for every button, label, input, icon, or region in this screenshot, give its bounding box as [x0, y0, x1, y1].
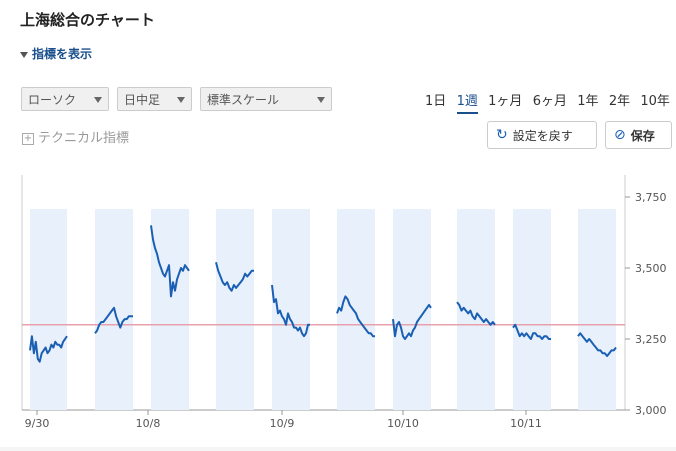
price-series-line	[336, 295, 375, 338]
scale-select[interactable]: 標準スケール	[200, 87, 332, 111]
price-series-line	[512, 323, 551, 340]
refresh-icon: ↻	[496, 127, 508, 143]
save-label: 保存	[630, 128, 655, 143]
plus-box-icon: +	[22, 133, 34, 145]
period-tab-4[interactable]: 1年	[577, 94, 599, 109]
paperclip-icon: ⊘	[614, 127, 626, 143]
price-chart-svg: 3,000 3,250 3,500 3,750 9/30 10/8 10/9 10/10 10/…	[21, 175, 667, 430]
reset-settings-label: 設定を戻す	[512, 128, 573, 143]
dropdown-arrow-icon	[317, 97, 325, 103]
period-tabs: 1日 1週 1ヶ月 6ヶ月 1年 2年 10年	[425, 90, 670, 114]
period-tab-6[interactable]: 10年	[640, 94, 670, 109]
show-indicators-label: 指標を表示	[32, 47, 93, 61]
session-band	[578, 209, 616, 410]
interval-select[interactable]: 日中足	[117, 87, 192, 111]
dropdown-arrow-icon	[94, 97, 102, 103]
y-tick-label: 3,750	[635, 191, 667, 204]
technical-indicator-label: テクニカル指標	[38, 131, 130, 146]
y-tick-label: 3,000	[635, 404, 667, 417]
session-band	[216, 209, 254, 410]
price-series-line	[29, 335, 68, 363]
y-tick-label: 3,500	[635, 262, 667, 275]
period-tab-3[interactable]: 6ヶ月	[532, 94, 567, 109]
session-band	[151, 209, 189, 410]
save-button[interactable]: ⊘ 保存	[605, 121, 672, 149]
price-series-line	[94, 306, 133, 334]
x-tick-label: 10/9	[270, 417, 295, 430]
session-band	[30, 209, 67, 410]
price-series-line	[392, 303, 432, 340]
x-tick-label: 10/8	[136, 417, 161, 430]
page-title: 上海総合のチャート	[20, 11, 155, 29]
technical-indicator-toggle[interactable]: + テクニカル指標	[22, 127, 129, 146]
x-tick-label: 9/30	[25, 417, 50, 430]
scale-value: 標準スケール	[207, 93, 280, 107]
reset-settings-button[interactable]: ↻ 設定を戻す	[487, 121, 597, 149]
session-band	[337, 209, 375, 410]
chart-type-value: ローソク	[28, 93, 77, 107]
period-tab-0[interactable]: 1日	[425, 94, 447, 109]
price-series-line	[271, 284, 310, 338]
triangle-down-icon	[20, 51, 28, 58]
period-tab-2[interactable]: 1ヶ月	[488, 94, 523, 109]
x-tick-label: 10/10	[387, 417, 419, 430]
price-series-line	[456, 301, 496, 326]
price-chart: 3,000 3,250 3,500 3,750 9/30 10/8 10/9 10/10 10/…	[0, 175, 676, 447]
period-tab-5[interactable]: 2年	[608, 94, 631, 109]
price-series-line	[150, 225, 190, 298]
price-series-line	[577, 332, 617, 357]
dropdown-arrow-icon	[177, 97, 185, 103]
chart-type-select[interactable]: ローソク	[21, 87, 109, 111]
interval-value: 日中足	[124, 93, 161, 107]
price-series-line	[215, 262, 254, 292]
period-tab-1[interactable]: 1週	[456, 90, 478, 114]
session-band	[513, 209, 551, 410]
y-tick-label: 3,250	[635, 333, 667, 346]
x-tick-label: 10/11	[510, 417, 542, 430]
show-indicators-toggle[interactable]: 指標を表示	[20, 45, 92, 62]
